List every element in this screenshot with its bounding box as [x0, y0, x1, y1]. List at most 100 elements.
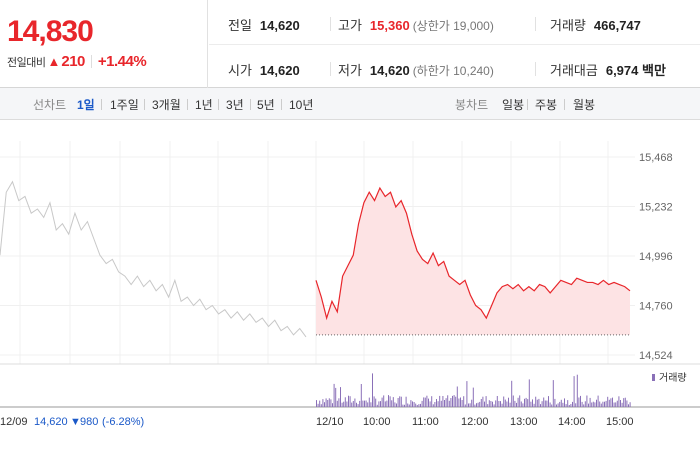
volume-bar [514, 400, 516, 407]
volume-bar [341, 402, 343, 407]
tab-1y[interactable]: 1년 [195, 98, 213, 112]
volume-bar [316, 400, 317, 407]
volume-bar [407, 403, 409, 407]
tab-1w[interactable]: 1주일 [110, 98, 139, 112]
volume-bar [413, 402, 415, 407]
volume-bar [415, 403, 417, 407]
tab-monthly-candle[interactable]: 월봉 [573, 98, 596, 112]
volume-bar [458, 398, 460, 407]
volume-bar [572, 401, 573, 407]
volume-bar [623, 398, 625, 407]
volume-bar [536, 399, 538, 407]
volume-bar [551, 404, 553, 407]
divider [330, 17, 331, 31]
volume-bar [392, 397, 394, 407]
volume-bar [408, 404, 410, 407]
volume-bar [538, 398, 540, 407]
volume-bar [597, 395, 599, 407]
volume-bar [429, 401, 431, 407]
volume-bar [416, 405, 418, 407]
x-tick-label: 13:00 [510, 416, 538, 428]
up-triangle-icon: ▲ [47, 54, 61, 69]
volume-bar [519, 395, 521, 407]
stat-label: 고가 [338, 18, 362, 33]
volume-bar [501, 403, 503, 407]
volume-bar [548, 396, 549, 407]
volume-bar [384, 401, 386, 407]
tab-5y[interactable]: 5년 [257, 98, 275, 112]
volume-bar [340, 387, 341, 407]
change-divider [90, 55, 92, 68]
volume-bar [578, 397, 580, 407]
volume-bar [532, 399, 533, 407]
volume-bar [615, 402, 617, 407]
volume-bar [448, 400, 450, 407]
x-tick-label: 11:00 [412, 416, 439, 428]
volume-bar [436, 399, 437, 407]
volume-bar [599, 401, 601, 407]
x-tick-label: 15:00 [606, 416, 634, 428]
stat-label: 시가 [228, 63, 252, 78]
tab-daily-candle[interactable]: 일봉 [502, 98, 525, 112]
volume-bar [580, 395, 581, 407]
tab-1d[interactable]: 1일 [77, 98, 95, 112]
volume-bar [479, 401, 481, 407]
prev-day-change-pct: (-6.28%) [102, 416, 144, 428]
volume-bar [600, 403, 602, 407]
volume-bar [506, 401, 508, 407]
volume-bar [559, 401, 561, 407]
volume-bar [397, 398, 399, 407]
volume-bar [608, 399, 610, 407]
volume-bar [455, 396, 457, 407]
volume-bar [383, 395, 385, 407]
volume-bar [594, 402, 596, 407]
volume-bar [324, 402, 325, 407]
volume-bar [554, 398, 556, 407]
stat-value: 14,620 [259, 18, 300, 33]
volume-bar [477, 402, 479, 407]
lower-limit: (하한가 10,240) [412, 64, 494, 78]
volume-bar [434, 402, 436, 407]
volume-bar [320, 404, 322, 407]
prev-day-change: 980 [80, 416, 98, 428]
volume-bar [620, 400, 621, 407]
volume-bar [405, 396, 407, 407]
prev-day-price-line [0, 180, 307, 338]
stat-low: 저가 14,620 (하한가 10,240) [338, 60, 494, 79]
tab-divider [101, 99, 102, 110]
volume-bar [546, 400, 548, 407]
volume-bar [440, 400, 442, 407]
tab-3y[interactable]: 3년 [226, 98, 244, 112]
volume-bar [618, 396, 620, 407]
stats-divider [209, 44, 700, 45]
volume-bar [418, 404, 420, 407]
upper-limit: (상한가 19,000) [412, 19, 494, 33]
volume-bar [504, 399, 506, 407]
volume-bar [511, 380, 513, 407]
y-tick-label: 14,524 [639, 350, 673, 362]
stat-value: 6,974 백만 [605, 63, 666, 78]
tab-weekly-candle[interactable]: 주봉 [535, 98, 558, 112]
tab-10y[interactable]: 10년 [289, 98, 314, 112]
volume-bar [444, 400, 445, 407]
tab-divider [281, 99, 282, 110]
stat-value: 15,360 [369, 18, 410, 33]
stat-label: 전일 [228, 18, 252, 33]
volume-bar [495, 400, 497, 407]
divider [535, 62, 536, 76]
volume-bar [400, 396, 402, 407]
volume-bar [508, 397, 509, 407]
tab-3m[interactable]: 3개월 [152, 98, 181, 112]
change-label: 전일대비 [7, 56, 46, 69]
x-tick-label: 14:00 [558, 416, 586, 428]
prev-day-close: 14,620 [34, 416, 68, 428]
volume-bar [348, 395, 349, 407]
volume-bar [338, 398, 340, 407]
volume-bar [517, 397, 519, 407]
volume-bar [524, 398, 525, 407]
volume-bar [589, 397, 591, 407]
volume-bar [500, 401, 501, 407]
volume-bar [351, 402, 353, 407]
stat-label: 거래량 [550, 18, 586, 33]
volume-bar [423, 397, 425, 407]
